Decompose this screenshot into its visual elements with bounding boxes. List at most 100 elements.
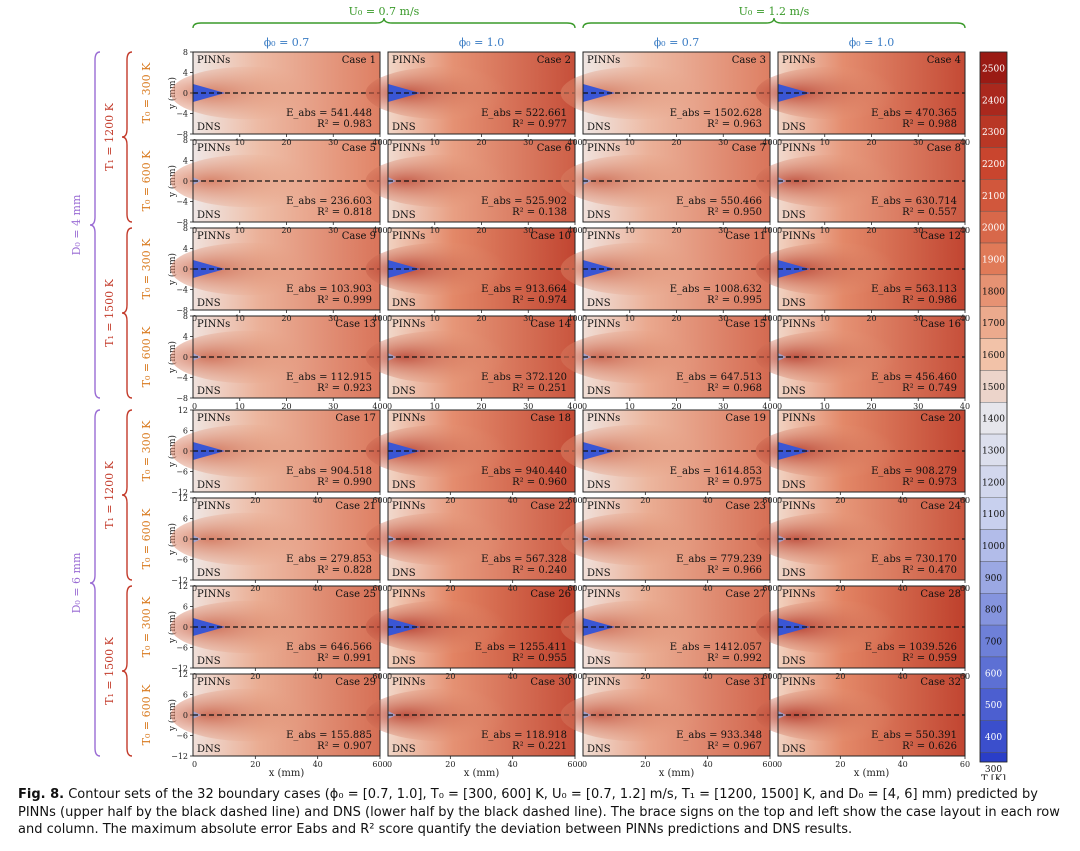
- colorbar-segment: [979, 83, 1008, 116]
- x-tick-label: 30: [523, 138, 533, 147]
- x-tick-label: 0: [777, 402, 782, 411]
- x-tick-label: 20: [281, 226, 291, 235]
- x-tick-label: 0: [777, 226, 782, 235]
- x-tick-label: 0: [777, 496, 782, 505]
- x-tick-label: 10: [430, 226, 440, 235]
- eabs-value: E_abs = 646.566: [286, 642, 372, 653]
- colorbar-segment: [979, 370, 1008, 403]
- x-tick-label: 20: [281, 138, 291, 147]
- x-tick-label: 20: [671, 402, 681, 411]
- dns-label: DNS: [197, 210, 221, 221]
- y-tick-label: −6: [176, 644, 188, 653]
- case-label: Case 26: [530, 589, 571, 600]
- y-tick-label: 4: [183, 157, 188, 166]
- x-axis-label-1: x (mm): [269, 768, 305, 779]
- dns-label: DNS: [782, 744, 806, 755]
- top-brace-group: U₀ = 0.7 m/s U₀ = 1.2 m/s ϕ₀ = 0.7 ϕ₀ = 1.0…: [192, 5, 966, 49]
- t0-label-8: T₀ = 600 K: [140, 684, 153, 745]
- d0-label-2: D₀ = 6 mm: [70, 552, 83, 613]
- x-tick-label: 20: [866, 402, 876, 411]
- colorbar-min-label: 300: [985, 765, 1002, 775]
- colorbar-unit-label: T [K]: [981, 774, 1006, 780]
- x-tick-label: 0: [582, 314, 587, 323]
- x-tick-label: 40: [960, 314, 970, 323]
- colorbar-tick-label: 1500: [982, 383, 1005, 393]
- y-tick-label: 4: [183, 245, 188, 254]
- eabs-value: E_abs = 522.661: [481, 108, 567, 119]
- top-brace-1: [192, 17, 576, 29]
- colorbar-frame: [979, 51, 1008, 763]
- case-label: Case 24: [920, 501, 961, 512]
- case-label: Case 13: [335, 319, 376, 330]
- pinns-label: PINNs: [782, 231, 815, 242]
- r2-value: R² = 0.991: [317, 653, 372, 664]
- eabs-value: E_abs = 779.239: [676, 554, 762, 565]
- colorbar-tick-label: 2400: [982, 96, 1005, 106]
- pinns-label: PINNs: [392, 677, 425, 688]
- x-tick-label: 400: [762, 314, 777, 323]
- x-tick-label: 40: [313, 760, 323, 769]
- pinns-label: PINNs: [392, 589, 425, 600]
- dns-label: DNS: [782, 480, 806, 491]
- x-tick-label: 20: [445, 760, 455, 769]
- x-tick-label: 400: [567, 226, 582, 235]
- r2-value: R² = 0.963: [707, 119, 762, 130]
- colorbar-segment: [979, 274, 1008, 307]
- y-tick-label: −6: [176, 556, 188, 565]
- x-tick-label: 600: [567, 584, 582, 593]
- dns-label: DNS: [782, 656, 806, 667]
- eabs-value: E_abs = 1614.853: [670, 466, 762, 477]
- eabs-value: E_abs = 630.714: [871, 196, 957, 207]
- eabs-value: E_abs = 470.365: [871, 108, 957, 119]
- colorbar-tick-label: 1700: [982, 319, 1005, 329]
- colorbar: 2500 2400 2300 2200 2100 2000 1900 1800 1700 1600…: [979, 51, 1008, 780]
- pinns-label: PINNs: [197, 677, 230, 688]
- x-tick-label: 0: [582, 584, 587, 593]
- x-tick-label: 20: [250, 584, 260, 593]
- top-group-label-2: U₀ = 1.2 m/s: [739, 5, 810, 18]
- x-tick-label: 20: [640, 672, 650, 681]
- x-tick-label: 400: [372, 402, 387, 411]
- dns-label: DNS: [197, 480, 221, 491]
- dns-label: DNS: [392, 122, 416, 133]
- left-brace-group: D₀ = 4 mm D₀ = 6 mm T₁ = 1200 K T₁ = 1500 K…: [70, 51, 178, 757]
- colorbar-segment: [979, 433, 1008, 467]
- r2-value: R² = 0.818: [317, 207, 372, 218]
- pinns-label: PINNs: [587, 231, 620, 242]
- x-tick-label: 60: [960, 584, 970, 593]
- x-tick-label: 30: [523, 226, 533, 235]
- eabs-value: E_abs = 279.853: [286, 554, 372, 565]
- dns-label: DNS: [197, 386, 221, 397]
- colorbar-tick-label: 2200: [982, 160, 1005, 170]
- x-tick-label: 600: [762, 496, 777, 505]
- column-label-4: ϕ₀ = 1.0: [849, 36, 895, 49]
- x-tick-label: 20: [671, 314, 681, 323]
- y-tick-label: 0: [183, 353, 188, 362]
- colorbar-segment: [979, 752, 1008, 763]
- x-tick-label: 0: [387, 584, 392, 593]
- x-tick-label: 0: [777, 672, 782, 681]
- x-tick-label: 600: [372, 584, 387, 593]
- x-tick-label: 40: [703, 760, 713, 769]
- case-label: Case 23: [725, 501, 766, 512]
- y-tick-label: 6: [183, 427, 188, 436]
- x-tick-label: 600: [762, 672, 777, 681]
- r2-value: R² = 0.749: [902, 383, 957, 394]
- case-label: Case 27: [725, 589, 766, 600]
- figure-caption: Fig. 8. Contour sets of the 32 boundary …: [18, 786, 1068, 839]
- r2-value: R² = 0.977: [512, 119, 567, 130]
- x-tick-label: 20: [445, 584, 455, 593]
- r2-value: R² = 0.907: [317, 741, 372, 752]
- x-tick-label: 0: [192, 672, 197, 681]
- t1-label-1: T₁ = 1200 K: [103, 102, 116, 170]
- x-tick-label: 30: [718, 226, 728, 235]
- pinns-label: PINNs: [782, 501, 815, 512]
- x-tick-label: 10: [235, 402, 245, 411]
- colorbar-tick-label: 1200: [982, 478, 1005, 488]
- eabs-value: E_abs = 1255.411: [475, 642, 567, 653]
